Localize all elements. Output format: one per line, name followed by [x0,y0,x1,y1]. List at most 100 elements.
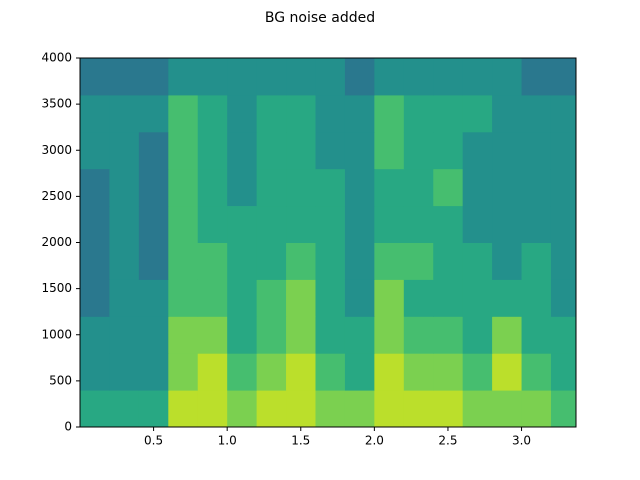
heatmap-cell [403,316,434,354]
heatmap-cell [109,279,140,317]
y-tick-label: 3000 [41,143,72,157]
heatmap-cell [433,390,464,428]
heatmap-cell [403,242,434,280]
heatmap-cell [227,353,258,391]
heatmap-cell [521,131,552,170]
heatmap-cell [521,205,552,243]
heatmap-cell [286,316,316,354]
heatmap-cell [286,205,316,243]
heatmap-cell [403,279,434,317]
heatmap-cell [138,316,169,354]
heatmap-cell [462,205,493,243]
heatmap-cell [344,242,375,280]
heatmap-cell [315,131,346,170]
heatmap-cell [168,242,199,280]
heatmap-cell [256,131,287,170]
heatmap-cell [109,168,140,207]
heatmap-cell [344,131,375,170]
heatmap-cell [197,94,228,133]
heatmap-cell [315,279,346,317]
heatmap-cell [286,353,316,391]
heatmap-cell [286,58,316,96]
heatmap-cell [227,205,258,243]
heatmap-cell [138,353,169,391]
heatmap-cell [550,279,577,317]
heatmap-cell [315,58,346,96]
heatmap-cell [433,279,464,317]
heatmap-cell [344,205,375,243]
heatmap-cell [227,316,258,354]
heatmap-cell [462,353,493,391]
heatmap-cell [256,58,287,96]
y-tick-label: 0 [64,420,72,434]
heatmap-cell [550,353,577,391]
heatmap-cell [168,279,199,317]
y-tick-label: 2000 [41,235,72,249]
heatmap-cell [80,242,110,280]
heatmap-cell [550,242,577,280]
heatmap-cell [521,242,552,280]
heatmap-cell [492,390,523,428]
heatmap-cell [374,94,405,133]
heatmap-cell [521,58,552,96]
heatmap-cell [403,168,434,207]
chart-title: BG noise added [265,10,375,26]
heatmap-cell [80,353,110,391]
heatmap-cell [168,168,199,207]
heatmap-cell [521,390,552,428]
heatmap-cell [403,58,434,96]
heatmap-cell [168,205,199,243]
heatmap-cell [521,279,552,317]
heatmap-cell [256,242,287,280]
heatmap-cell [80,94,110,133]
heatmap-cell [315,168,346,207]
heatmap-cell [374,58,405,96]
heatmap-cell [286,94,316,133]
heatmap-cell [80,205,110,243]
heatmap-cell [550,316,577,354]
heatmap-cell [197,390,228,428]
heatmap-cell [315,353,346,391]
heatmap-cell [315,390,346,428]
heatmap-cell [80,279,110,317]
heatmap-cell [109,316,140,354]
heatmap-cell [138,390,169,428]
heatmap-cell [197,205,228,243]
heatmap-cell [227,94,258,133]
heatmap-cell [80,390,110,428]
heatmap-cell [403,205,434,243]
heatmap-cell [433,205,464,243]
heatmap-cell [433,168,464,207]
heatmap-cell [109,390,140,428]
heatmap-cell [462,168,493,207]
heatmap-cell [374,390,405,428]
heatmap-cell [521,353,552,391]
y-tick-label: 1000 [41,327,72,341]
heatmap-cell [344,58,375,96]
heatmap-cell [109,205,140,243]
heatmap-cell [256,168,287,207]
heatmap-cell [462,242,493,280]
heatmap-cell [374,131,405,170]
heatmap-cell [227,58,258,96]
heatmap-cell [433,58,464,96]
heatmap-cell [168,353,199,391]
heatmap-cell [109,94,140,133]
heatmap-cell [256,205,287,243]
heatmap [80,58,577,428]
x-tick-label: 2.0 [365,434,384,448]
heatmap-cell [227,168,258,207]
heatmap-cell [492,279,523,317]
heatmap-cell [462,94,493,133]
heatmap-cell [80,58,110,96]
heatmap-cell [492,353,523,391]
heatmap-cell [433,316,464,354]
heatmap-cell [168,316,199,354]
heatmap-cell [550,205,577,243]
heatmap-cell [550,94,577,133]
heatmap-cell [197,316,228,354]
heatmap-cell [227,131,258,170]
heatmap-cell [109,131,140,170]
heatmap-cell [197,353,228,391]
